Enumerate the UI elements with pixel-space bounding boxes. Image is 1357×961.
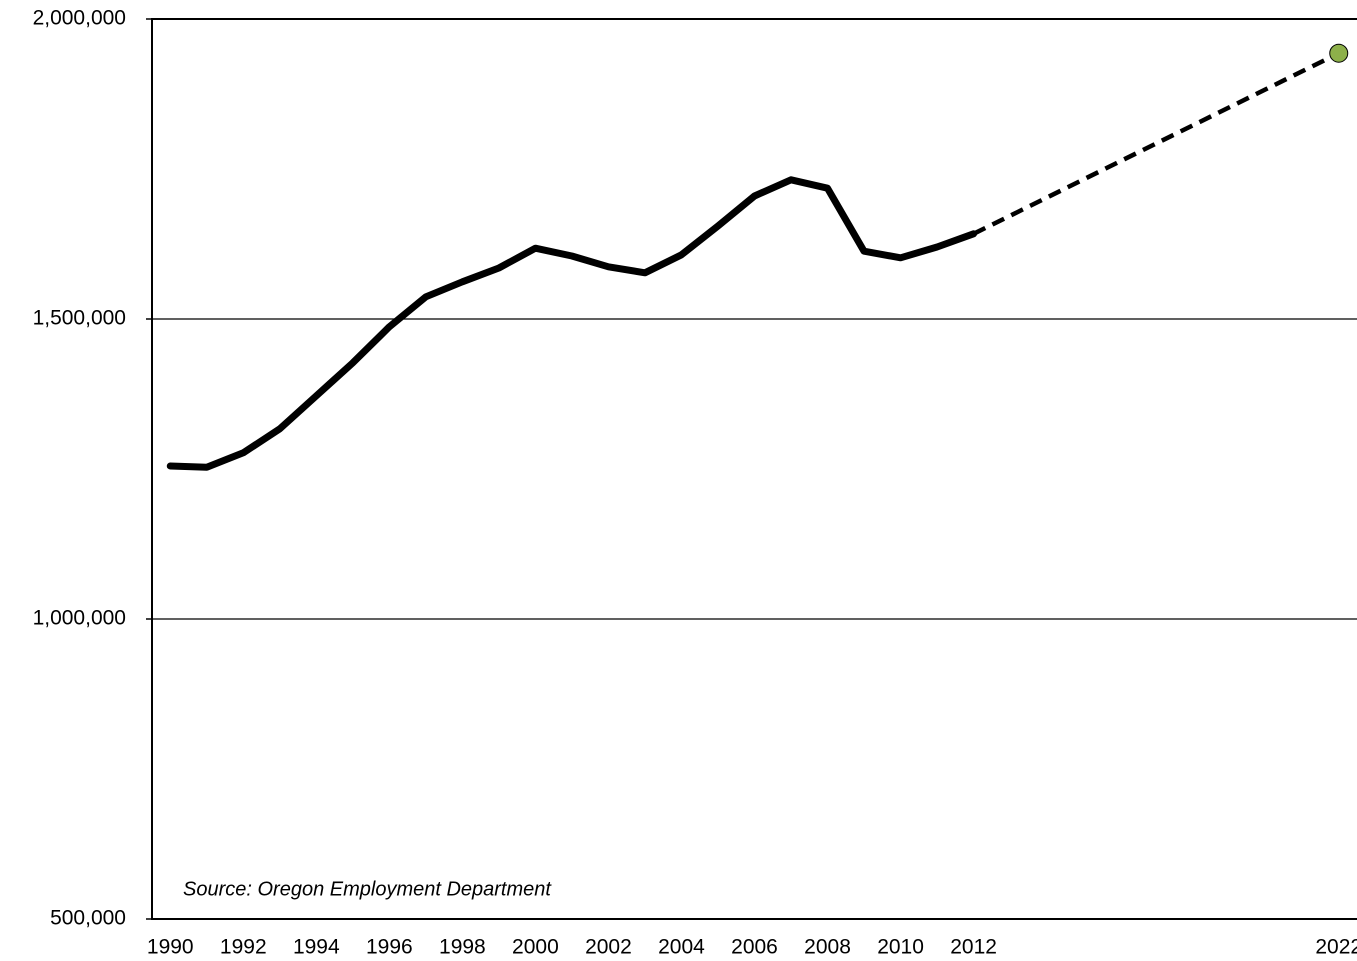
x-tick-label: 2010 [877,936,924,959]
y-tick-label: 1,500,000 [33,307,126,330]
x-tick-label: 1992 [220,936,267,959]
projection-line [972,51,1340,236]
x-tick-label: 2022 [1315,936,1357,959]
x-tick-label: 1990 [147,936,194,959]
x-tick-label: 1994 [293,936,340,959]
x-tick-label: 2000 [512,936,559,959]
x-tick-label: 2012 [950,936,997,959]
data-line [166,176,978,471]
annotation: Source: Oregon Employment Department [183,878,552,900]
x-tick-label: 2004 [658,936,705,959]
y-tick-label: 2,000,000 [33,7,126,30]
projection-point [1329,43,1349,63]
y-tick-label: 1,000,000 [33,607,126,630]
plot-frame [151,18,1357,920]
x-tick-label: 1996 [366,936,413,959]
x-tick-label: 2006 [731,936,778,959]
x-tick-label: 1998 [439,936,486,959]
x-tick-label: 2008 [804,936,851,959]
y-tick-label: 500,000 [50,907,126,930]
x-tick-label: 2002 [585,936,632,959]
